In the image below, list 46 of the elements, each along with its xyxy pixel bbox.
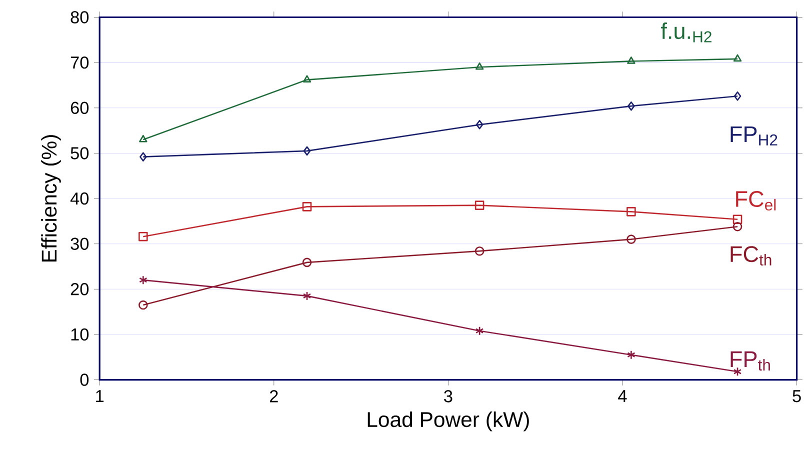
point: [733, 366, 742, 376]
point: [733, 54, 742, 62]
point: [139, 134, 148, 142]
y-tick-label: 10: [71, 328, 89, 341]
y-tick-label: 60: [70, 102, 89, 114]
y-tick-label: 80: [70, 11, 89, 24]
x-axis-title: Load Power (kW): [368, 411, 529, 432]
point: [732, 222, 742, 232]
point: [475, 326, 484, 336]
point: [628, 101, 635, 111]
point: [302, 202, 312, 212]
series-label: FP$_{H2}$: [730, 126, 778, 146]
y-tick-label: 20: [70, 282, 89, 296]
series-label: f.u.$_{H2}$: [660, 22, 712, 42]
point: [732, 214, 742, 224]
y-axis-title: Efficiency (%): [41, 135, 61, 262]
point: [626, 206, 636, 216]
point: [627, 350, 636, 360]
y-tick-label: 30: [70, 238, 89, 250]
x-tick-label: 5: [792, 390, 801, 402]
point: [626, 234, 636, 244]
point: [474, 200, 484, 210]
point: [138, 300, 148, 310]
point: [474, 246, 484, 256]
y-tick-label: 50: [70, 147, 89, 160]
point: [303, 146, 311, 156]
series-label: FP$_{th}$: [730, 351, 770, 371]
point: [302, 75, 312, 82]
series-label: FC$_{th}$: [730, 246, 772, 266]
x-tick-label: 2: [270, 390, 278, 402]
series-label: FC$_{el}$: [736, 190, 776, 210]
y-tick-label: 0: [80, 374, 89, 386]
point: [627, 56, 636, 64]
point: [302, 258, 312, 268]
y-tick-label: 70: [70, 56, 89, 69]
point: [302, 291, 312, 301]
point: [734, 91, 742, 101]
point: [475, 62, 484, 70]
point: [139, 275, 148, 285]
point: [140, 152, 147, 162]
point: [476, 120, 484, 130]
x-tick-label: 4: [618, 390, 627, 402]
x-tick-label: 1: [96, 390, 104, 402]
point: [138, 232, 148, 242]
y-tick-label: 40: [70, 192, 89, 205]
x-tick-label: 3: [444, 390, 452, 402]
